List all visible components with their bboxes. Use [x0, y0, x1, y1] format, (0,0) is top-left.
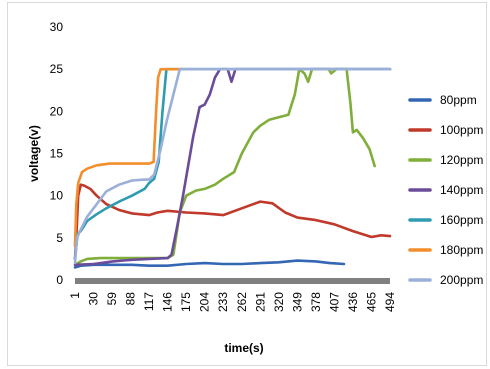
- x-tick-label: 320: [272, 292, 286, 312]
- y-tick-label: 10: [50, 189, 64, 203]
- x-tick-label: 88: [124, 292, 138, 306]
- x-tick-label: 465: [364, 292, 378, 312]
- x-axis-line: [75, 278, 390, 284]
- x-tick-label: 30: [87, 292, 101, 306]
- x-tick-label: 204: [198, 292, 212, 312]
- series-line-120ppm: [73, 67, 376, 267]
- x-tick-label: 117: [142, 292, 156, 311]
- legend-label-200ppm: 200ppm: [440, 273, 483, 287]
- x-tick-label: 233: [216, 292, 230, 312]
- series-line-180ppm: [73, 67, 188, 248]
- y-tick-label: 5: [56, 231, 63, 245]
- y-tick-label: 20: [50, 104, 64, 118]
- legend-label-100ppm: 100ppm: [440, 123, 483, 137]
- x-tick-label: 262: [235, 292, 249, 312]
- legend-label-80ppm: 80ppm: [440, 93, 477, 107]
- x-tick-label: 59: [105, 292, 119, 306]
- x-tick-label: 436: [346, 292, 360, 312]
- x-tick-label: 349: [290, 292, 304, 312]
- series-line-200ppm: [73, 67, 392, 265]
- legend-label-140ppm: 140ppm: [440, 183, 483, 197]
- y-tick-label: 30: [50, 20, 64, 34]
- x-tick-label: 378: [309, 292, 323, 312]
- y-tick-label: 15: [50, 147, 64, 161]
- x-tick-label: 494: [383, 292, 397, 312]
- legend-label-180ppm: 180ppm: [440, 243, 483, 257]
- x-tick-label: 146: [161, 292, 175, 312]
- legend-label-120ppm: 120ppm: [440, 153, 483, 167]
- x-tick-label: 175: [179, 292, 193, 312]
- series-line-80ppm: [73, 259, 346, 269]
- chart-frame: [7, 2, 487, 366]
- y-axis-title: voltage(v): [27, 125, 41, 182]
- x-axis-title: time(s): [224, 341, 263, 355]
- x-tick-label: 291: [253, 292, 267, 312]
- y-tick-label: 0: [56, 273, 63, 287]
- x-tick-label: 1: [68, 292, 82, 299]
- legend-label-160ppm: 160ppm: [440, 213, 483, 227]
- series-line-140ppm: [73, 67, 392, 267]
- series-line-100ppm: [73, 183, 392, 261]
- y-tick-label: 25: [50, 62, 64, 76]
- x-tick-label: 407: [327, 292, 341, 312]
